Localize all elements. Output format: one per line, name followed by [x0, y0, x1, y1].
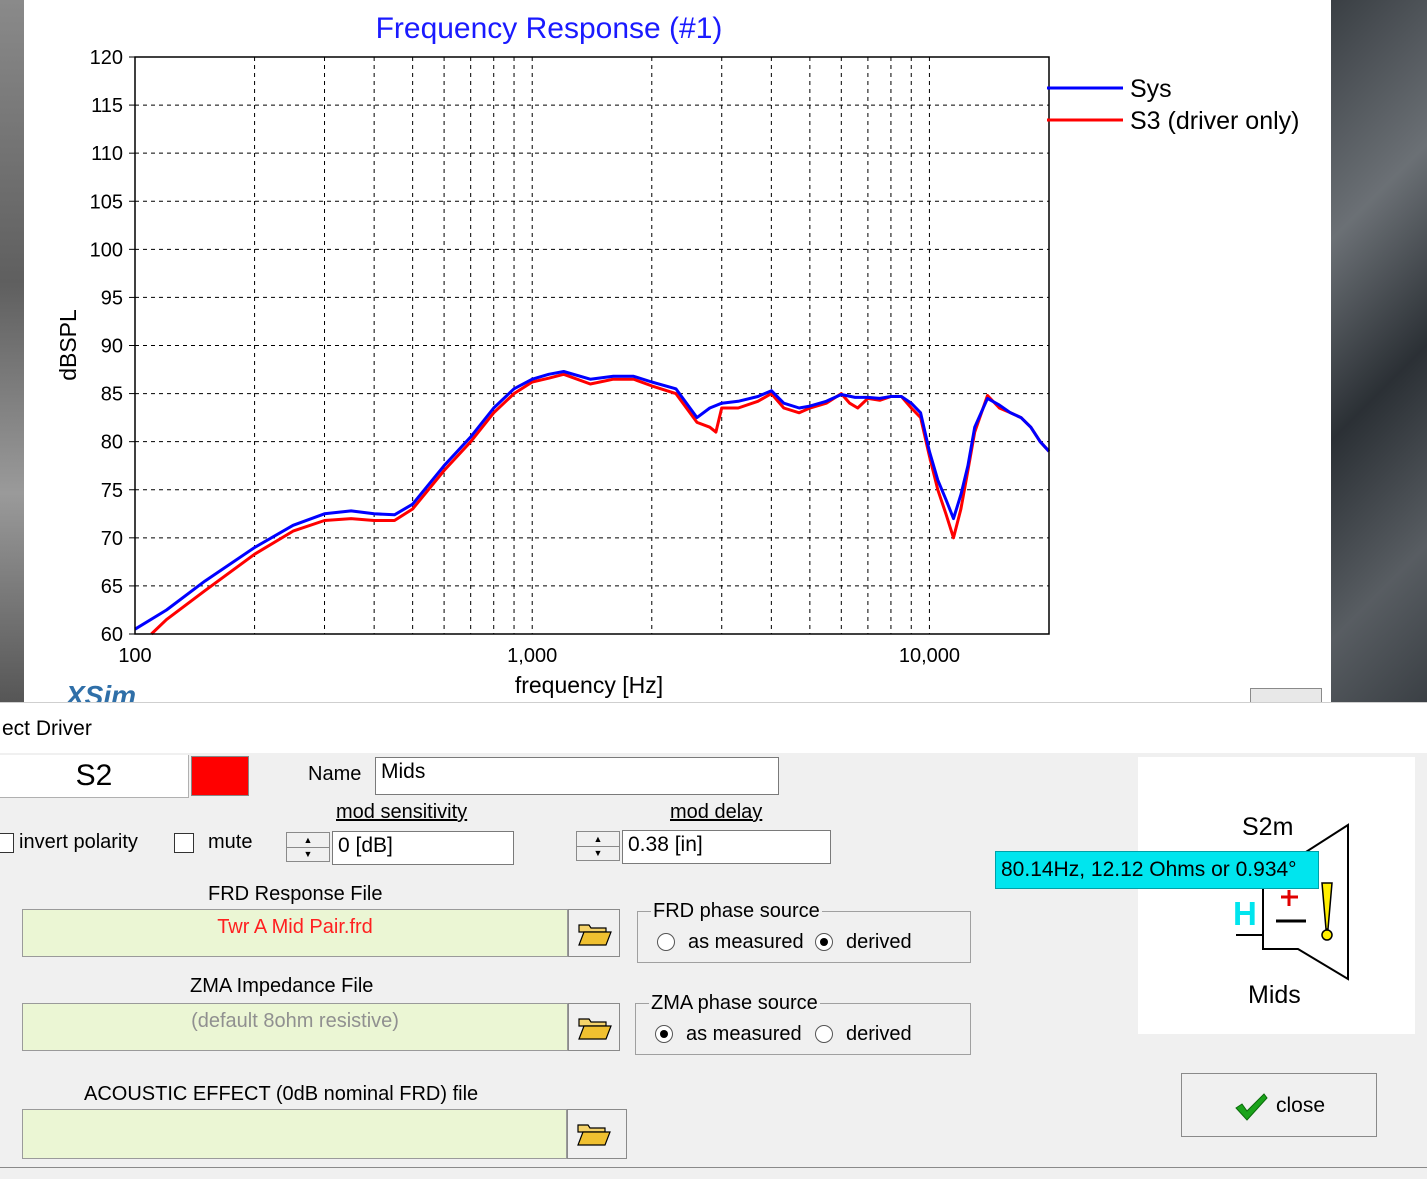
x-axis-label: frequency [Hz]: [515, 672, 663, 698]
folder-icon: [577, 1124, 611, 1146]
y-tick-label: 105: [90, 191, 123, 213]
zma-phase-derived-radio[interactable]: [815, 1025, 833, 1043]
mute-label: mute: [208, 831, 253, 853]
frd-file-field[interactable]: Twr A Mid Pair.frd: [22, 909, 568, 957]
zma-phase-measured-label: as measured: [686, 1023, 802, 1045]
zma-browse-button[interactable]: [568, 1003, 620, 1051]
mod-sensitivity-label: mod sensitivity: [336, 801, 468, 823]
chart-corner-button[interactable]: [1250, 688, 1322, 702]
acoustic-browse-button[interactable]: [567, 1109, 627, 1159]
mute-checkbox[interactable]: [174, 833, 194, 853]
name-label: Name: [308, 763, 362, 785]
mod-sensitivity-spinner[interactable]: ▲ ▼: [286, 832, 330, 862]
y-axis-label: dBSPL: [55, 309, 81, 381]
zma-file-field[interactable]: (default 8ohm resistive): [22, 1003, 568, 1051]
driver-color-swatch[interactable]: [191, 756, 249, 796]
invert-polarity-checkbox[interactable]: [0, 833, 14, 853]
select-driver-dialog: ect Driver S2 Name Mids invert polarity …: [0, 702, 1427, 1179]
y-tick-label: 95: [101, 287, 123, 309]
chart-title: Frequency Response (#1): [376, 12, 723, 45]
frd-browse-button[interactable]: [568, 909, 620, 957]
spinner-down-icon[interactable]: ▼: [303, 849, 313, 859]
frd-phase-source-group: FRD phase source as measured derived: [637, 900, 971, 963]
zma-phase-source-group: ZMA phase source as measured derived: [635, 992, 971, 1055]
zma-phase-derived-label: derived: [846, 1023, 912, 1045]
y-tick-label: 120: [90, 47, 123, 69]
frd-phase-measured-label: as measured: [688, 931, 804, 953]
x-tick-label: 100: [118, 645, 151, 667]
zma-file-value: (default 8ohm resistive): [191, 1010, 399, 1032]
checkmark-icon: [1235, 1093, 1268, 1121]
folder-icon: [578, 924, 612, 946]
legend-label: Sys: [1130, 75, 1172, 103]
y-tick-label: 75: [101, 480, 123, 502]
x-tick-label: 1,000: [507, 645, 557, 667]
y-tick-label: 100: [90, 239, 123, 261]
folder-icon: [578, 1018, 612, 1040]
spinner-up-icon[interactable]: ▲: [287, 833, 329, 848]
acoustic-file-label: ACOUSTIC EFFECT (0dB nominal FRD) file: [84, 1083, 479, 1105]
chart-series: [134, 370, 1051, 636]
frd-phase-derived-label: derived: [846, 931, 912, 953]
driver-id: S2: [0, 755, 189, 798]
preview-driver-label: S2m: [1242, 813, 1294, 841]
frd-file-label: FRD Response File: [208, 883, 383, 905]
name-input[interactable]: Mids: [375, 757, 779, 795]
mod-delay-spinner[interactable]: ▲ ▼: [576, 831, 620, 861]
mod-delay-input[interactable]: 0.38 [in]: [622, 830, 831, 864]
frequency-response-chart: Frequency Response (#1) 60 65 70 75 80 85 90 95…: [55, 12, 1300, 698]
close-label: close: [1276, 1094, 1326, 1117]
xsim-logo: XSim: [66, 680, 137, 702]
zma-phase-measured-radio[interactable]: [655, 1025, 673, 1043]
y-tick-labels: 60 65 70 75 80 85 90 95 100 105 110 115 120: [90, 47, 123, 646]
impedance-tooltip: 80.14Hz, 12.12 Ohms or 0.934°: [995, 851, 1319, 889]
preview-letter: H: [1233, 895, 1257, 932]
frd-phase-title: FRD phase source: [651, 900, 822, 923]
y-tick-label: 60: [101, 624, 123, 646]
x-tick-labels: 100 1,000 10,000: [118, 645, 960, 667]
chart-legend: Sys S3 (driver only): [1047, 75, 1300, 135]
frd-phase-measured-radio[interactable]: [657, 933, 675, 951]
mod-sensitivity-input[interactable]: 0 [dB]: [332, 831, 514, 865]
frequency-response-window: Frequency Response (#1) 60 65 70 75 80 85 90 95…: [24, 0, 1331, 702]
spinner-up-icon[interactable]: ▲: [577, 832, 619, 847]
y-tick-label: 80: [101, 432, 123, 454]
y-tick-label: 115: [91, 95, 123, 117]
acoustic-file-field[interactable]: [22, 1109, 567, 1159]
desktop-background-left: [0, 0, 24, 705]
driver-preview: S2m H Mids: [1138, 757, 1415, 1034]
zma-file-label: ZMA Impedance File: [190, 975, 374, 997]
spinner-down-icon[interactable]: ▼: [593, 848, 603, 858]
y-tick-label: 110: [91, 143, 123, 165]
close-button[interactable]: close: [1181, 1073, 1377, 1137]
dialog-titlebar[interactable]: ect Driver: [0, 703, 1427, 753]
y-tick-label: 70: [101, 528, 123, 550]
desktop-background-right: [1331, 0, 1427, 705]
x-tick-label: 10,000: [899, 645, 960, 667]
frd-phase-derived-radio[interactable]: [815, 933, 833, 951]
y-tick-label: 85: [101, 384, 123, 406]
series-line-s3-driver-only: [150, 372, 1051, 636]
y-tick-label: 65: [101, 576, 123, 598]
frd-file-value: Twr A Mid Pair.frd: [217, 916, 373, 938]
plot-frame: [134, 56, 1050, 635]
mod-delay-label: mod delay: [670, 801, 763, 823]
underlying-window-strip: [0, 1167, 1427, 1179]
y-tick-label: 90: [101, 336, 123, 358]
zma-phase-title: ZMA phase source: [649, 992, 820, 1015]
legend-label: S3 (driver only): [1130, 107, 1300, 135]
series-line-sys: [134, 370, 1051, 631]
preview-name-label: Mids: [1248, 981, 1301, 1009]
invert-polarity-label: invert polarity: [19, 831, 138, 853]
dialog-title: ect Driver: [2, 717, 92, 740]
